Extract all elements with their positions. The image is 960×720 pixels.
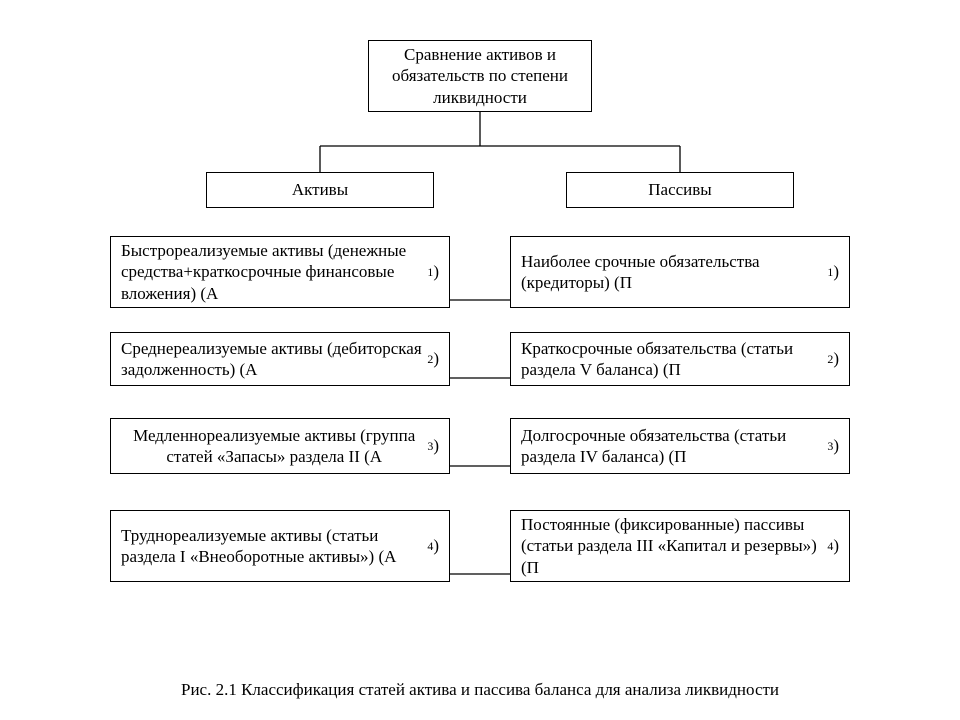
liability-box-4: Постоянные (фиксированные) пассивы (стат… (510, 510, 850, 582)
diagram-stage: Сравнение активов и обязательств по степ… (0, 0, 960, 720)
liability-box-1: Наиболее срочные обязательства (кредитор… (510, 236, 850, 308)
asset-box-3: Медленнореализуемые активы (группа стате… (110, 418, 450, 474)
asset-box-4: Труднореализуемые активы (статьи раздела… (110, 510, 450, 582)
assets-header: Активы (206, 172, 434, 208)
root-node: Сравнение активов и обязательств по степ… (368, 40, 592, 112)
figure-caption: Рис. 2.1 Классификация статей актива и п… (0, 680, 960, 700)
liabilities-header: Пассивы (566, 172, 794, 208)
asset-box-2: Среднереализуемые активы (дебиторская за… (110, 332, 450, 386)
liability-box-2: Краткосрочные обязательства (статьи разд… (510, 332, 850, 386)
asset-box-1: Быстрореализуемые активы (денежные средс… (110, 236, 450, 308)
liability-box-3: Долгосрочные обязательства (статьи разде… (510, 418, 850, 474)
